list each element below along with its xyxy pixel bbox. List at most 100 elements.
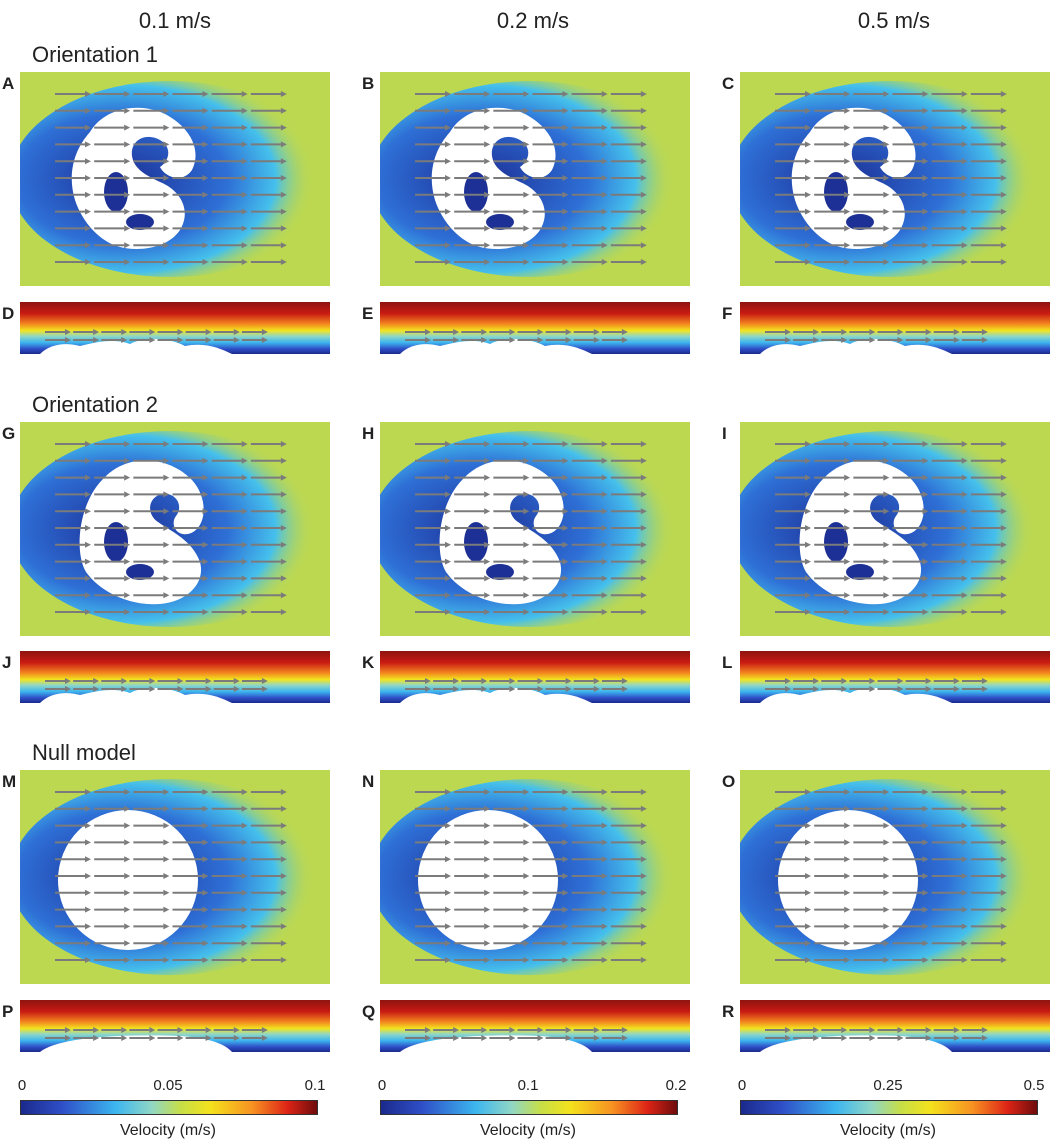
flow-arrow-head [124, 940, 131, 947]
flow-arrow-head [163, 541, 170, 548]
flow-arrow-head [640, 822, 647, 829]
flow-arrow-head [922, 558, 929, 565]
flow-arrow-head [621, 329, 628, 335]
flow-arrow-head [922, 508, 929, 515]
flow-panel-top-view [20, 422, 330, 636]
flow-panel-top-view [20, 770, 330, 984]
flow-arrow-head [280, 789, 287, 795]
flow-arrow-head [523, 940, 530, 947]
flow-arrow-head [565, 1035, 572, 1041]
flow-arrow-head [453, 337, 460, 343]
flow-arrow-head [883, 940, 890, 947]
flow-arrow-head [805, 508, 811, 515]
flow-arrow-head [621, 1035, 628, 1041]
flow-arrow-head [922, 259, 929, 265]
flow-arrow-head [601, 873, 608, 879]
flow-arrow-head [163, 107, 170, 114]
flow-arrow-head [537, 1035, 544, 1041]
flow-arrow-head [85, 141, 91, 148]
flow-arrow-head [280, 525, 287, 531]
flow-arrow-head [961, 822, 968, 829]
flow-arrow-head [601, 141, 608, 148]
flow-arrow-head [202, 957, 209, 963]
flow-arrow-head [1000, 457, 1007, 464]
flow-arrow-head [562, 541, 569, 548]
flow-arrow-head [280, 175, 287, 181]
flow-arrow-head [640, 457, 647, 464]
flow-arrow-head [805, 91, 811, 97]
flow-panel-top-view [380, 422, 690, 636]
flow-arrow-head [961, 107, 968, 114]
coral-cavity [104, 522, 128, 562]
flow-arrow-head [445, 822, 451, 829]
flow-arrow-head [85, 259, 91, 265]
flow-arrow-head [961, 124, 968, 131]
flow-arrow-head [121, 678, 128, 684]
flow-arrow-head [1000, 158, 1007, 165]
flow-arrow-head [883, 957, 890, 963]
flow-arrow-head [640, 575, 647, 582]
flow-arrow-head [121, 329, 128, 335]
flow-arrow-head [961, 558, 968, 565]
flow-arrow-head [85, 491, 91, 498]
flow-arrow-head [640, 107, 647, 114]
substrate-profile [380, 338, 690, 354]
flow-arrow-head [85, 474, 91, 481]
flow-arrow-head [202, 805, 209, 812]
flow-arrow-head [953, 329, 960, 335]
flow-arrow-head [163, 525, 170, 531]
flow-arrow-head [601, 822, 608, 829]
flow-arrow-head [922, 839, 929, 846]
flow-arrow-head [562, 107, 569, 114]
flow-arrow-head [124, 474, 131, 481]
flow-arrow-head [65, 1027, 71, 1033]
flow-arrow-head [1000, 889, 1007, 896]
flow-arrow-head [897, 1027, 904, 1033]
colorbar-2-tick-min: 0 [377, 1077, 387, 1094]
flow-arrow-head [484, 889, 491, 896]
flow-arrow-head [261, 678, 268, 684]
flow-arrow-head [601, 541, 608, 548]
flow-arrow-head [484, 575, 491, 582]
flow-arrow-head [640, 856, 647, 863]
panel-label: D [2, 304, 15, 323]
flow-arrow-head [1000, 789, 1007, 795]
column-header-3: 0.5 m/s [857, 8, 931, 33]
flow-arrow-head [640, 839, 647, 846]
flow-arrow-head [163, 141, 170, 148]
flow-arrow-head [280, 259, 287, 265]
flow-arrow-head [241, 491, 248, 498]
flow-arrow-head [523, 124, 530, 131]
flow-arrow-head [562, 242, 569, 249]
flow-arrow-head [523, 457, 530, 464]
flow-arrow-head [844, 259, 851, 265]
flow-arrow-head [65, 678, 71, 684]
flow-arrow-head [565, 337, 572, 343]
flow-arrow-head [163, 191, 170, 198]
flow-arrow-head [961, 609, 968, 615]
flow-arrow-head [484, 957, 491, 963]
flow-arrow-head [509, 678, 516, 684]
flow-arrow-head [149, 678, 156, 684]
flow-arrow-head [922, 940, 929, 947]
flow-arrow-head [484, 491, 491, 498]
flow-arrow-head [202, 107, 209, 114]
coral-cavity [126, 564, 154, 580]
flow-arrow-head [85, 592, 91, 599]
flow-arrow-head [805, 592, 811, 599]
flow-arrow-head [241, 558, 248, 565]
flow-arrow-head [640, 441, 647, 447]
flow-arrow-head [1000, 175, 1007, 181]
flow-arrow-head [1000, 107, 1007, 114]
velocity-field-top [740, 422, 1050, 636]
flow-arrow-head [844, 107, 851, 114]
flow-arrow-head [425, 337, 431, 343]
flow-arrow-head [601, 491, 608, 498]
flow-arrow-head [841, 337, 848, 343]
coral-cavity [486, 214, 514, 230]
flow-arrow-head [1000, 541, 1007, 548]
substrate-profile [20, 1035, 330, 1052]
flow-arrow-head [640, 141, 647, 148]
flow-arrow-head [509, 1035, 516, 1041]
flow-arrow-head [593, 1035, 600, 1041]
